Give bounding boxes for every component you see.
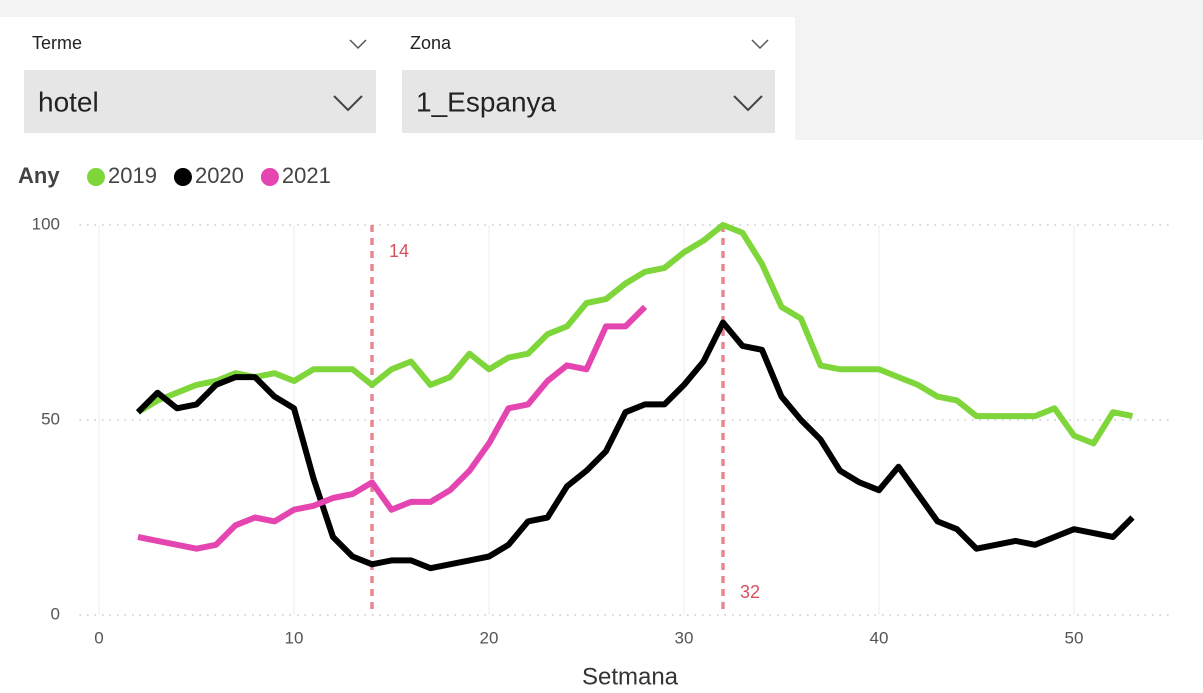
y-tick-label: 100 (32, 214, 60, 233)
legend-label: 2021 (282, 163, 331, 188)
x-tick-label: 40 (870, 628, 889, 647)
y-tick-label: 0 (51, 604, 60, 623)
chevron[interactable] (349, 39, 367, 50)
y-tick-label: 50 (41, 409, 60, 428)
legend-title: Any (18, 163, 60, 188)
slicer-value: hotel (38, 86, 99, 117)
x-tick-label: 10 (285, 628, 304, 647)
slicer-label: Terme (32, 33, 82, 53)
legend-marker (173, 168, 192, 186)
dropdown[interactable] (402, 70, 775, 133)
x-axis-title: Setmana (582, 663, 679, 690)
slicer-label: Zona (410, 33, 452, 53)
series-line (137, 304, 648, 552)
series-line (136, 222, 1134, 447)
slicer[interactable]: Terme hotel (24, 33, 376, 133)
legend-label: 2020 (195, 163, 244, 188)
reference-label: 14 (389, 241, 409, 261)
x-tick-label: 50 (1065, 628, 1084, 647)
slicer-value: 1_Espanya (416, 86, 557, 117)
x-tick-label: 0 (94, 628, 103, 647)
x-tick-label: 30 (675, 628, 694, 647)
reference-label: 32 (740, 582, 760, 602)
legend-marker (260, 168, 279, 186)
chevron[interactable] (333, 95, 363, 112)
dropdown[interactable] (24, 70, 376, 133)
slicer[interactable]: Zona 1_Espanya (402, 33, 775, 133)
chevron[interactable] (733, 95, 763, 112)
series-line (135, 319, 1135, 572)
chevron[interactable] (751, 39, 769, 50)
x-tick-label: 20 (480, 628, 499, 647)
legend-marker (87, 168, 105, 186)
legend-label: 2019 (108, 163, 157, 188)
